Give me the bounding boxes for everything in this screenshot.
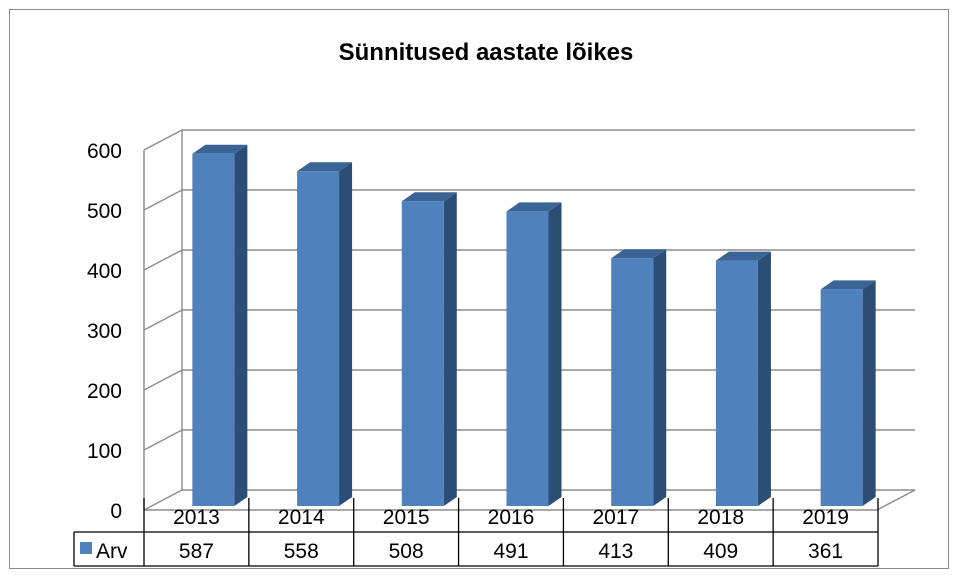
data-value-2018: 409 xyxy=(703,540,738,563)
bar-front-2019 xyxy=(820,289,863,506)
x-tick-label-2018: 2018 xyxy=(697,506,744,529)
gridline-side-300 xyxy=(143,309,183,331)
bar-top-2019 xyxy=(820,280,876,290)
data-value-2013: 587 xyxy=(179,540,214,563)
bar-side-2013 xyxy=(234,144,248,507)
x-tick-label-2013: 2013 xyxy=(173,506,220,529)
data-value-2016: 491 xyxy=(493,540,528,563)
bar-front-2014 xyxy=(297,171,340,506)
gridline-side-400 xyxy=(143,249,183,271)
gridline-side-100 xyxy=(143,429,183,451)
chart-title: Sünnitused aastate lõikes xyxy=(339,39,634,66)
gridline-side-500 xyxy=(143,189,183,211)
bar-2014 xyxy=(297,162,353,506)
data-value-2017: 413 xyxy=(598,540,633,563)
legend-swatch-arv xyxy=(80,542,92,554)
bar-side-2016 xyxy=(548,202,562,506)
gridline-side-200 xyxy=(143,369,183,391)
gridline-side-0 xyxy=(143,489,183,511)
bar-top-2015 xyxy=(401,192,457,202)
bar-2015 xyxy=(401,192,457,506)
legend-label-arv: Arv xyxy=(96,540,128,563)
bar-2016 xyxy=(506,202,562,506)
bar-side-2019 xyxy=(862,280,876,506)
bar-top-2016 xyxy=(506,202,562,212)
bar-side-2014 xyxy=(339,162,353,506)
bar-2017 xyxy=(611,249,667,506)
chart-frame xyxy=(9,9,949,569)
x-tick-label-2015: 2015 xyxy=(383,506,430,529)
bar-top-2014 xyxy=(297,162,353,172)
x-tick-label-2016: 2016 xyxy=(488,506,535,529)
bar-2013 xyxy=(192,144,248,507)
bar-top-2018 xyxy=(715,251,771,261)
bars-layer xyxy=(192,144,876,507)
y-tick-label-600: 600 xyxy=(87,140,122,163)
gridline-side-600 xyxy=(143,129,183,151)
bar-front-2015 xyxy=(401,201,444,506)
x-tick-label-2014: 2014 xyxy=(278,506,325,529)
y-tick-label-100: 100 xyxy=(87,440,122,463)
y-tick-label-300: 300 xyxy=(87,320,122,343)
bar-front-2016 xyxy=(506,211,549,506)
bar-2018 xyxy=(715,251,771,506)
floor-right-edge xyxy=(876,489,916,511)
x-tick-label-2017: 2017 xyxy=(592,506,639,529)
x-tick-label-2019: 2019 xyxy=(802,506,849,529)
data-value-2019: 361 xyxy=(808,540,843,563)
data-table: 2013 587 2014 558 2015 508 2016 491 2017 413 2018 4… xyxy=(73,498,879,567)
bar-top-2013 xyxy=(192,144,248,154)
y-tick-label-400: 400 xyxy=(87,260,122,283)
bar-front-2013 xyxy=(192,153,235,507)
y-tick-label-500: 500 xyxy=(87,200,122,223)
data-value-2014: 558 xyxy=(284,540,319,563)
bar-front-2018 xyxy=(715,260,758,506)
y-axis-ticks: 0 100 200 300 400 500 600 xyxy=(87,140,122,523)
bar-side-2018 xyxy=(757,251,771,506)
y-tick-label-200: 200 xyxy=(87,380,122,403)
bar-front-2017 xyxy=(611,258,654,506)
bar-side-2015 xyxy=(443,192,457,506)
bar-2019 xyxy=(820,280,876,506)
data-value-2015: 508 xyxy=(389,540,424,563)
y-tick-label-0: 0 xyxy=(110,500,122,523)
bar-side-2017 xyxy=(653,249,667,506)
bar-top-2017 xyxy=(611,249,667,259)
